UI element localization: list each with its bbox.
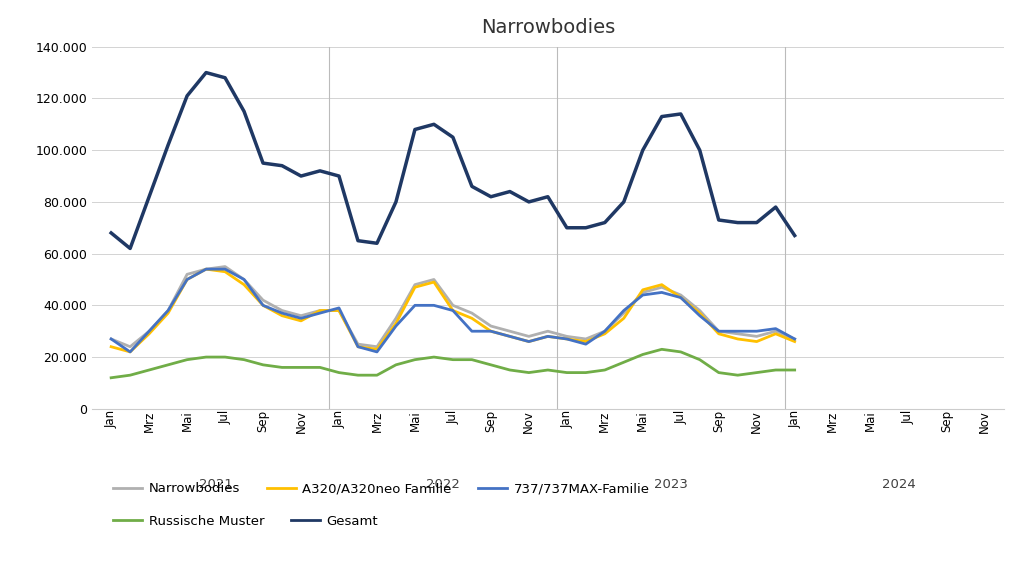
Text: 2022: 2022 — [426, 478, 461, 491]
Text: 2024: 2024 — [883, 478, 916, 491]
Legend: Russische Muster, Gesamt: Russische Muster, Gesamt — [108, 509, 383, 533]
Text: 2021: 2021 — [199, 478, 232, 491]
Text: 2023: 2023 — [654, 478, 688, 491]
Title: Narrowbodies: Narrowbodies — [480, 18, 615, 37]
